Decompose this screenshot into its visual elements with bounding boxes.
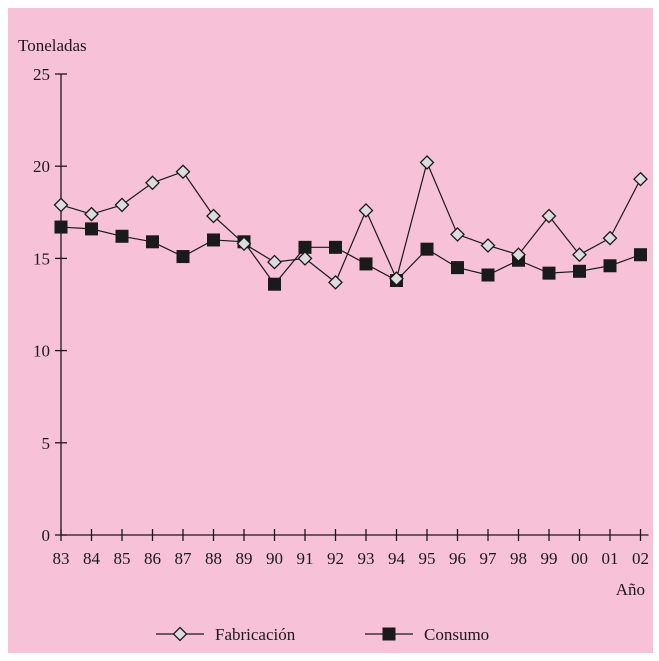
point-marker [297,250,313,266]
point-marker [54,220,68,234]
point-marker [382,627,396,641]
x-tick-label: 84 [83,549,101,568]
point-marker [53,197,69,213]
x-tick-label: 83 [53,549,70,568]
x-tick-label: 93 [358,549,375,568]
point-marker [146,235,159,249]
point-marker [419,155,435,170]
x-tick-label: 94 [388,549,406,568]
y-tick-label: 5 [42,434,51,453]
x-tick-label: 95 [419,549,436,568]
point-marker [114,197,130,213]
point-marker [541,208,557,224]
y-tick-label: 10 [33,342,50,361]
x-tick-label: 01 [602,549,619,568]
point-marker [602,230,618,246]
legend-label: Consumo [424,625,489,644]
point-marker [572,247,587,263]
y-tick-label: 15 [33,249,50,268]
y-tick-label: 0 [42,526,51,545]
x-tick-label: 85 [114,549,131,568]
y-tick-label: 20 [33,157,50,176]
point-marker [84,206,99,222]
point-marker [603,259,617,273]
point-marker [542,266,556,280]
x-tick-label: 89 [236,549,253,568]
legend-label: Fabricación [215,625,296,644]
point-marker [172,626,188,642]
x-tick-label: 91 [297,549,314,568]
y-axis-title: Toneladas [18,36,87,55]
x-tick-label: 98 [510,549,527,568]
x-axis-title: Año [616,580,645,599]
legend: Fabricación Consumo [156,625,489,644]
line-chart: Toneladas Año 0 5 10 15 20 25 83 84 85 86 87 88 89 90… [18,36,649,644]
x-tick-label: 97 [480,549,498,568]
x-tick-label: 90 [266,549,283,568]
chart-panel: Toneladas Año 0 5 10 15 20 25 83 84 85 86 87 88 89 90… [8,8,653,653]
point-marker [115,229,129,243]
x-tick-label: 99 [541,549,558,568]
x-tick-label: 86 [144,549,161,568]
point-marker [267,254,282,270]
point-marker [329,240,342,254]
point-marker [633,171,648,187]
point-marker [451,261,464,275]
point-marker [328,274,343,290]
point-marker [176,250,190,264]
point-marker [573,264,586,278]
point-marker [268,277,281,291]
x-tick-label: 96 [449,549,466,568]
point-marker [480,238,496,253]
point-marker [175,164,191,180]
plot-area [53,155,648,291]
point-marker [145,175,160,191]
point-marker [420,242,434,256]
point-marker [207,233,220,247]
point-marker [85,222,98,236]
point-marker [206,208,221,224]
point-marker [389,271,404,287]
point-marker [236,236,252,252]
point-marker [511,247,526,263]
point-marker [358,203,374,218]
y-tick-label: 25 [33,65,50,84]
x-tick-label: 92 [327,549,344,568]
point-marker [450,227,465,242]
point-marker [359,257,373,271]
x-tick-label: 02 [632,549,649,568]
point-marker [481,268,495,282]
point-marker [634,248,647,262]
x-tick-label: 87 [175,549,193,568]
axes: 0 5 10 15 20 25 83 84 85 86 87 88 89 90 91 92 93 94 95 96 97… [33,65,649,568]
x-tick-label: 00 [571,549,588,568]
x-tick-label: 88 [205,549,222,568]
